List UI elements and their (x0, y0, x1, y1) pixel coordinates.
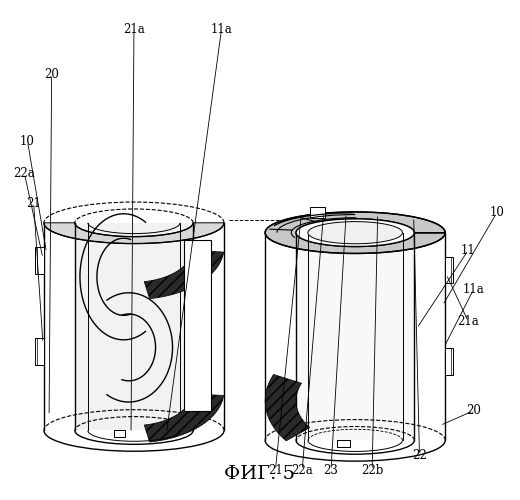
Polygon shape (296, 232, 414, 440)
Bar (35, 246, 44, 274)
Text: 20: 20 (44, 68, 59, 81)
Polygon shape (265, 212, 445, 254)
Text: 10: 10 (489, 206, 504, 220)
Text: 11: 11 (461, 244, 476, 256)
Polygon shape (308, 222, 402, 244)
Polygon shape (75, 223, 193, 430)
Text: ФИГ. 5: ФИГ. 5 (225, 466, 295, 483)
Text: 22a: 22a (14, 167, 35, 180)
Text: 11a: 11a (211, 24, 232, 36)
Text: 22: 22 (412, 448, 427, 462)
Text: 22b: 22b (361, 464, 383, 476)
Text: 10: 10 (20, 134, 35, 147)
Bar (337, 440, 350, 448)
Bar (445, 256, 453, 283)
Text: 21a: 21a (123, 24, 145, 36)
Polygon shape (265, 374, 310, 441)
Text: 20: 20 (466, 404, 481, 417)
Polygon shape (296, 219, 414, 246)
Text: 11a: 11a (463, 283, 484, 296)
Polygon shape (44, 223, 224, 430)
Text: 22a: 22a (291, 464, 313, 476)
Polygon shape (144, 250, 224, 298)
Text: 21a: 21a (458, 315, 479, 328)
Text: 21: 21 (27, 196, 41, 209)
Bar (113, 430, 125, 438)
Polygon shape (44, 223, 224, 244)
Bar (445, 348, 453, 375)
Polygon shape (144, 394, 224, 442)
Text: 23: 23 (323, 464, 339, 476)
Bar (35, 338, 44, 365)
Polygon shape (184, 240, 211, 410)
Text: 21: 21 (268, 464, 283, 476)
Bar (310, 208, 324, 218)
Polygon shape (265, 232, 445, 440)
